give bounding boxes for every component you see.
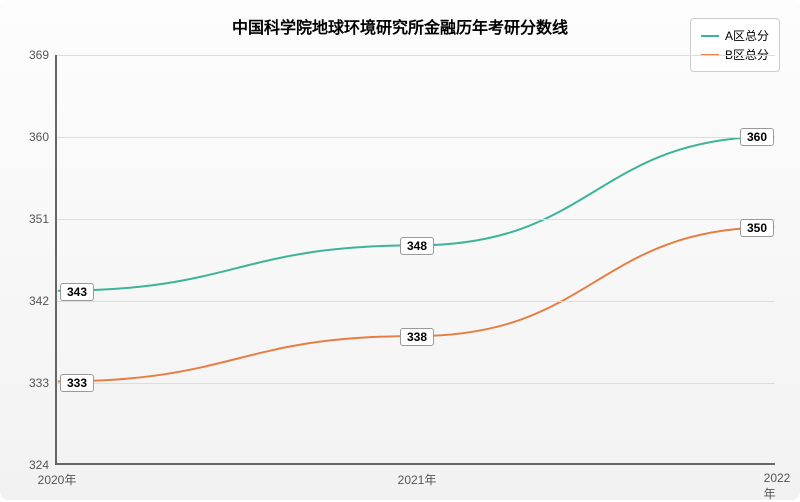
ytick-label: 351 xyxy=(29,212,49,226)
xtick-label: 2022年 xyxy=(764,471,791,502)
chart-container: 中国科学院地球环境研究所金融历年考研分数线 A区总分 B区总分 32433334… xyxy=(0,0,800,500)
data-label: 360 xyxy=(740,128,774,146)
ytick-label: 369 xyxy=(29,48,49,62)
gridline xyxy=(57,383,775,384)
gridline xyxy=(57,137,775,138)
ytick-label: 360 xyxy=(29,130,49,144)
xtick-label: 2021年 xyxy=(398,471,437,488)
legend-item-a: A区总分 xyxy=(701,27,769,44)
chart-title: 中国科学院地球环境研究所金融历年考研分数线 xyxy=(0,14,800,38)
gridline xyxy=(57,219,775,220)
data-label: 348 xyxy=(400,237,434,255)
ytick-label: 324 xyxy=(29,458,49,472)
data-label: 350 xyxy=(740,219,774,237)
ytick-label: 342 xyxy=(29,294,49,308)
xtick-label: 2020年 xyxy=(38,471,77,488)
data-label: 333 xyxy=(60,374,94,392)
ytick-label: 333 xyxy=(29,376,49,390)
gridline xyxy=(57,55,775,56)
data-label: 343 xyxy=(60,283,94,301)
series-line-0 xyxy=(58,137,774,291)
legend-label-a: A区总分 xyxy=(725,27,769,44)
plot-area: 3243333423513603692020年2021年2022年3433483… xyxy=(55,55,775,465)
data-label: 338 xyxy=(400,328,434,346)
chart-lines xyxy=(57,55,775,463)
legend-swatch-a xyxy=(701,35,719,37)
gridline xyxy=(57,301,775,302)
